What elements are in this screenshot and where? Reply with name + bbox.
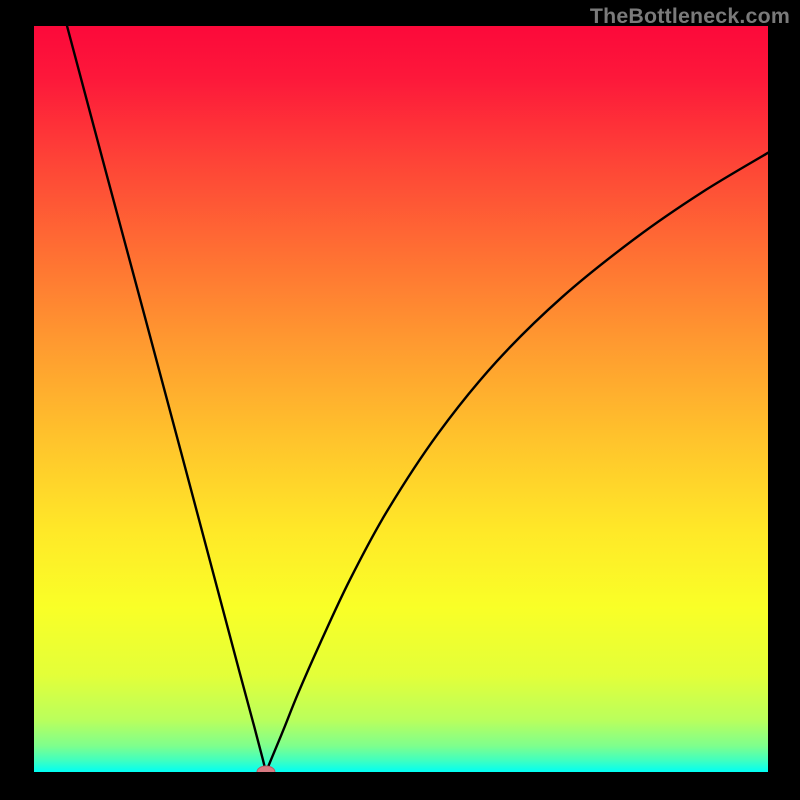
chart-svg xyxy=(0,0,800,800)
figure-root: TheBottleneck.com xyxy=(0,0,800,800)
plot-background-gradient xyxy=(34,26,768,772)
watermark-text: TheBottleneck.com xyxy=(590,4,790,29)
